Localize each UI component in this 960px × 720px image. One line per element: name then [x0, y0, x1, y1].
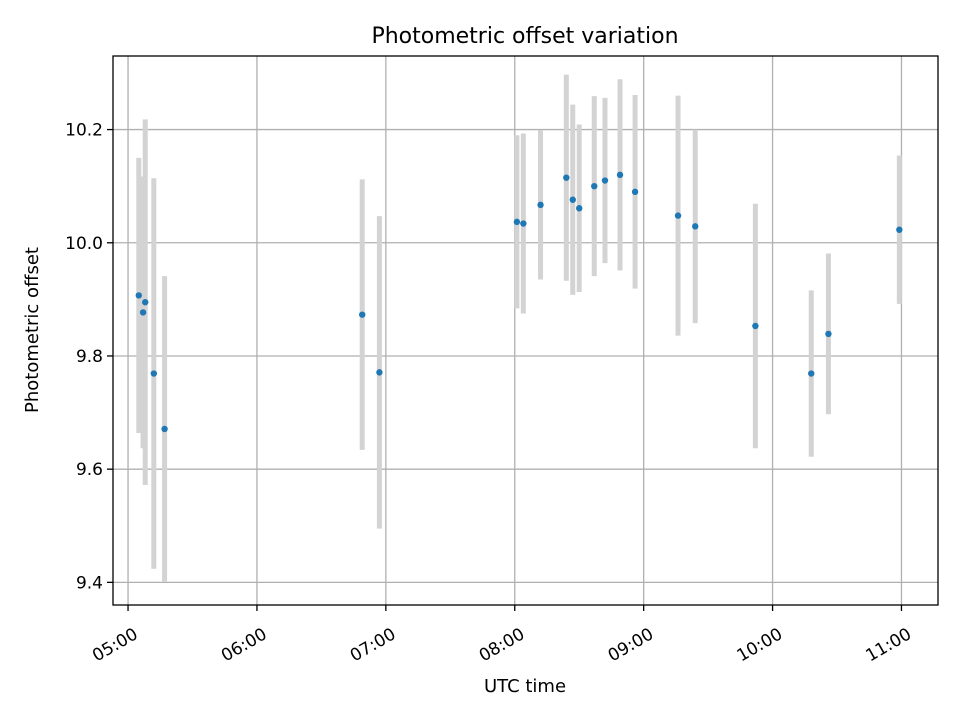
data-point: [591, 182, 598, 190]
y-tick-label: 10.0: [65, 234, 103, 254]
x-tick-label: 09:00: [605, 624, 657, 666]
axis-ticks: 05:00 06:00 07:00 08:00 09:00 10:00 11:00 9.4 9.…: [65, 121, 915, 667]
data-point: [825, 330, 832, 338]
data-point: [692, 223, 699, 230]
data-points: [135, 171, 903, 433]
data-point: [359, 311, 366, 318]
y-axis-label: Photometric offset: [22, 247, 43, 413]
x-tick-label: 10:00: [734, 624, 786, 666]
data-point: [376, 369, 383, 376]
chart-title: Photometric offset variation: [371, 24, 678, 49]
data-point: [576, 205, 583, 212]
y-tick-label: 9.6: [76, 460, 103, 480]
data-point: [631, 188, 639, 196]
x-axis-label: UTC time: [484, 676, 566, 697]
data-point: [808, 370, 815, 377]
x-tick-label: 08:00: [476, 624, 528, 666]
data-point: [752, 322, 759, 330]
data-point: [150, 370, 158, 377]
x-tick-label: 07:00: [347, 624, 399, 666]
data-point: [142, 299, 149, 306]
data-point: [563, 174, 570, 181]
data-point: [601, 177, 609, 184]
data-point: [537, 201, 544, 209]
data-point: [896, 226, 903, 233]
error-bars: [136, 74, 902, 582]
y-tick-label: 10.2: [65, 121, 103, 141]
data-point: [135, 292, 142, 299]
x-tick-label: 11:00: [863, 624, 915, 666]
data-point: [513, 218, 521, 226]
x-tick-label: 06:00: [218, 624, 270, 666]
plot-frame: [112, 55, 939, 606]
y-tick-label: 9.4: [76, 573, 103, 593]
grid: [113, 56, 938, 605]
data-point: [674, 212, 682, 219]
data-point: [569, 196, 576, 203]
data-point: [616, 171, 624, 179]
data-point: [161, 425, 168, 433]
y-tick-label: 9.8: [76, 347, 103, 367]
data-point: [520, 220, 527, 227]
data-point: [139, 309, 147, 316]
x-tick-label: 05:00: [89, 624, 141, 666]
